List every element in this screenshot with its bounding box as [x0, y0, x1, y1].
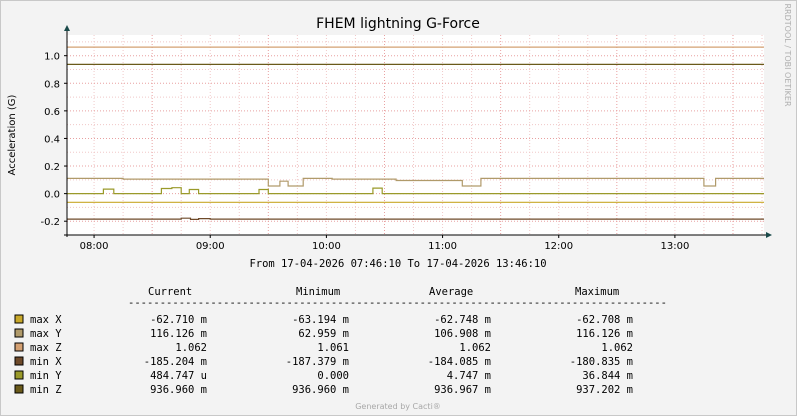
legend-maximum: -62.708 m: [576, 314, 633, 326]
legend-maximum: 36.844 m: [582, 370, 633, 382]
y-tick-label: 1.0: [44, 52, 60, 63]
legend-maximum: 1.062: [601, 342, 633, 354]
y-tick-labels: 1.0 0.8 0.6 0.4 0.2 0.0 -0.2: [40, 52, 67, 228]
legend-current: -62.710 m: [150, 314, 207, 326]
legend-minimum: 1.061: [317, 342, 349, 354]
legend-current: 1.062: [175, 342, 207, 354]
legend-current: 116.126 m: [150, 328, 207, 340]
y-tick-label: 0.2: [44, 162, 60, 173]
legend-row: max Y 116.126 m 62.959 m 106.908 m 116.126 m: [14, 328, 633, 340]
legend-row: max Z 1.062 1.061 1.062 1.062: [14, 342, 633, 354]
legend-row: min Z 936.960 m 936.960 m 936.967 m 937.202 …: [14, 384, 633, 396]
footer: Generated by Cacti®: [355, 402, 441, 411]
legend-average: 1.062: [459, 342, 491, 354]
legend-current: -185.204 m: [144, 356, 207, 368]
legend-swatch: [14, 328, 24, 338]
legend-row: max X -62.710 m -63.194 m -62.748 m -62.708 …: [14, 314, 633, 326]
y-axis-label: Acceleration (G): [7, 94, 18, 175]
legend-minimum: -63.194 m: [292, 314, 349, 326]
header-current: Current: [148, 286, 192, 298]
series-min-x: [67, 217, 764, 220]
legend-maximum: -180.835 m: [570, 356, 633, 368]
y-tick-label: 0.4: [44, 134, 60, 145]
legend-name: min Z: [30, 384, 62, 396]
x-tick-label: 12:00: [544, 241, 573, 252]
legend-header: Current Minimum Average Maximum: [148, 286, 619, 298]
axes: [64, 25, 772, 238]
series-max-y: [67, 177, 764, 187]
legend-maximum: 116.126 m: [576, 328, 633, 340]
legend-current: 936.960 m: [150, 384, 207, 396]
legend-average: -62.748 m: [434, 314, 491, 326]
legend-swatch: [14, 356, 24, 366]
plot-area: [67, 35, 764, 235]
legend-swatch: [14, 384, 24, 394]
x-tick-label: 10:00: [312, 241, 341, 252]
legend-name: max Y: [30, 328, 62, 340]
legend-maximum: 937.202 m: [576, 384, 633, 396]
legend-average: 4.747 m: [447, 370, 491, 382]
legend-swatch: [14, 342, 24, 352]
legend-swatch: [14, 314, 24, 324]
y-tick-label: 0.0: [44, 190, 60, 201]
legend-name: max X: [30, 314, 62, 326]
x-tick-label: 08:00: [80, 241, 109, 252]
legend-current: 484.747 u: [150, 370, 207, 382]
side-credit: RRDTOOL / TOBI OETIKER: [783, 3, 792, 106]
x-tick-labels: 08:00 09:00 10:00 11:00 12:00 13:00: [80, 235, 689, 252]
legend-minimum: 62.959 m: [298, 328, 349, 340]
legend-separator: ----------------------------------------…: [128, 297, 667, 309]
legend-table: max X -62.710 m -63.194 m -62.748 m -62.708 …: [14, 314, 633, 396]
y-tick-label: 0.6: [44, 107, 60, 118]
y-tick-label: -0.2: [40, 217, 60, 228]
x-axis-arrow: [766, 232, 772, 238]
legend-minimum: -187.379 m: [286, 356, 349, 368]
legend-swatch: [14, 370, 24, 380]
x-tick-label: 09:00: [196, 241, 225, 252]
legend-row: min X -185.204 m -187.379 m -184.085 m -180.…: [14, 356, 633, 368]
header-average: Average: [429, 286, 473, 298]
header-maximum: Maximum: [575, 286, 619, 298]
series-min-y: [67, 187, 764, 195]
x-tick-label: 13:00: [660, 241, 689, 252]
legend-name: max Z: [30, 342, 62, 354]
y-tick-label: 0.8: [44, 79, 60, 90]
series-lines: [67, 46, 764, 220]
legend-average: -184.085 m: [428, 356, 491, 368]
x-tick-label: 11:00: [428, 241, 457, 252]
time-range: From 17-04-2026 07:46:10 To 17-04-2026 1…: [249, 258, 546, 270]
legend-name: min X: [30, 356, 62, 368]
legend-minimum: 936.960 m: [292, 384, 349, 396]
header-minimum: Minimum: [296, 286, 340, 298]
y-axis-arrow: [64, 25, 70, 31]
legend-average: 106.908 m: [434, 328, 491, 340]
chart-title: FHEM lightning G-Force: [316, 16, 480, 32]
legend-minimum: 0.000: [317, 370, 349, 382]
legend-name: min Y: [30, 370, 62, 382]
legend-row: min Y 484.747 u 0.000 4.747 m 36.844 m: [14, 370, 633, 382]
legend-average: 936.967 m: [434, 384, 491, 396]
